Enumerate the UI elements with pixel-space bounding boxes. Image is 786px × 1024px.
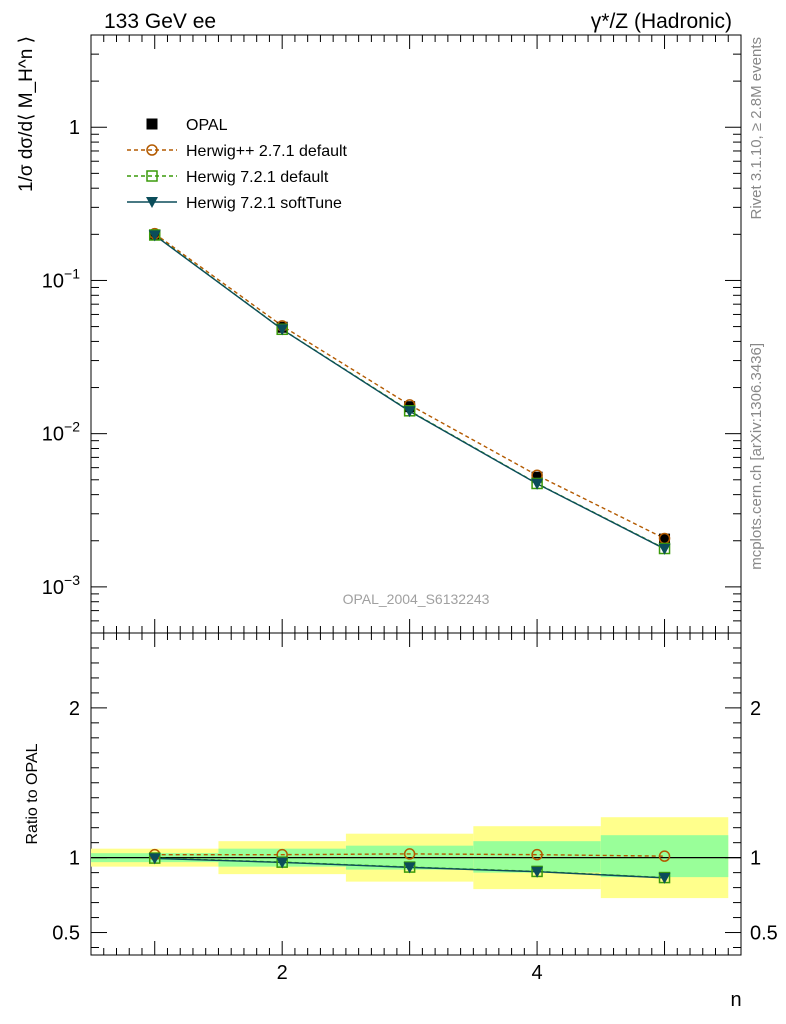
main-y-axis-label: 1/σ dσ/d⟨ M_H^n ⟩ [16,36,37,192]
ratio-point-herwig_soft [148,853,161,865]
x-tick-label: 2 [277,962,288,984]
main-point-herwig_soft [403,406,416,418]
ratio-y-tick-label-right: 0.5 [750,923,778,945]
header-right-title: γ*/Z (Hadronic) [591,10,732,33]
legend-marker [146,197,158,208]
ratio-y-tick-label-right: 2 [750,698,761,720]
main-point-herwig_soft [276,324,289,336]
legend-label: Herwig 7.2.1 default [186,169,329,186]
legend-marker [146,170,158,182]
main-point-opal [659,533,671,545]
main-y-tick-label: 10−1 [42,265,80,292]
main-plot-series [148,227,671,555]
ratio-point-herwig_soft [658,872,671,884]
ratio-point-herwig_soft [276,857,289,869]
main-point-herwig_soft [531,478,544,490]
ratio-y-tick-label-right: 1 [750,848,761,870]
x-axis-label: n [730,989,741,1011]
axis-ticks [91,34,742,955]
legend-label: Herwig++ 2.7.1 default [186,143,348,160]
main-line-herwigpp [154,233,665,540]
ratio-line-herwigpp [154,853,665,857]
main-line-herwig_soft [154,234,665,550]
ratio-point-herwigpp [658,850,671,862]
mcplots-label: mcplots.cern.ch [arXiv:1306.3436] [748,343,765,570]
main-y-tick-label: 1 [69,117,80,139]
ratio-point-herwigpp [403,848,416,860]
analysis-watermark: OPAL_2004_S6132243 [343,591,490,607]
ratio-uncertainty-bands [91,817,741,899]
ratio-plot-frame [90,632,742,956]
ratio-y-axis-label: Ratio to OPAL [24,743,41,844]
rivet-label: Rivet 3.1.10, ≥ 2.8M events [748,37,765,220]
main-y-tick-label: 10−2 [42,419,80,446]
legend-marker [146,118,158,130]
band-inner [600,835,729,878]
main-y-tick-label: 10−3 [42,572,80,599]
main-point-herwig_soft [148,230,161,242]
main-point-opal [531,471,543,483]
ratio-plot-series [148,848,671,884]
main-line-herwig_default [154,234,665,550]
legend: OPAL Herwig++ 2.7.1 default Herwig 7.2.1 d… [127,117,348,212]
ratio-y-tick-label: 0.5 [52,923,80,945]
ratio-point-herwig_soft [403,862,416,874]
ratio-y-tick-label: 1 [69,848,80,870]
ratio-point-herwig_soft [531,866,544,878]
axis-tick-labels: 10−3 10−2 10−1 1 0.5 0.5 1 1 2 2 2 4 [42,117,778,984]
ratio-y-tick-label: 2 [69,698,80,720]
legend-marker [146,144,158,156]
legend-label: OPAL [186,117,228,134]
header-left-title: 133 GeV ee [104,10,216,33]
legend-label: Herwig 7.2.1 softTune [186,195,342,212]
ratio-point-herwigpp [531,848,543,861]
x-tick-label: 4 [532,962,543,984]
main-point-herwig_soft [658,543,671,555]
